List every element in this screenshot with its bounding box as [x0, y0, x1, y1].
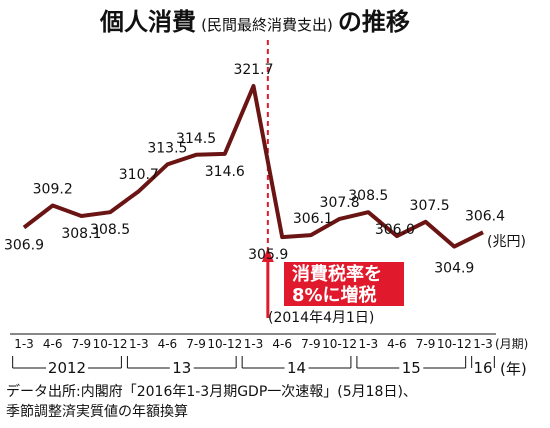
- tax-hike-box: [284, 262, 404, 306]
- data-labels: 306.9309.2308.1308.5310.7313.5314.5314.6…: [4, 62, 505, 277]
- quarter-tick-label: 7-9: [416, 337, 436, 351]
- quarter-tick-label: 1-3: [244, 337, 264, 351]
- chart-title: 個人消費: [99, 8, 196, 36]
- quarter-tick-label: 4-6: [387, 337, 407, 351]
- year-label: 14: [287, 359, 306, 377]
- data-label: 314.6: [205, 164, 245, 180]
- quarter-tick-label: 10-12: [207, 337, 242, 351]
- quarter-tick-label: 1-3: [473, 337, 493, 351]
- chart-title-suffix: の推移: [338, 8, 410, 36]
- data-label: 306.9: [4, 238, 44, 254]
- quarter-tick-label: 4-6: [272, 337, 292, 351]
- quarter-tick-label: 10-12: [322, 337, 357, 351]
- data-label: 310.7: [119, 167, 159, 183]
- data-label: 306.1: [293, 211, 333, 227]
- data-label: 313.5: [147, 140, 187, 156]
- data-label: 314.5: [176, 131, 216, 147]
- quarter-tick-label: 7-9: [72, 337, 92, 351]
- title-block: 個人消費 (民間最終消費支出) の推移: [99, 8, 410, 36]
- quarter-tick-label: 1-3: [129, 337, 149, 351]
- data-label: 308.5: [90, 222, 130, 238]
- data-label: 309.2: [33, 182, 73, 198]
- source-line-2: 季節調整済実質値の年額換算: [6, 403, 188, 420]
- year-label: 13: [172, 359, 191, 377]
- data-label: 307.5: [410, 198, 450, 214]
- quarter-tick-label: 4-6: [43, 337, 63, 351]
- consumption-series-line: [22, 84, 484, 249]
- year-brackets: 2012 13 14 15 16: [12, 356, 495, 377]
- data-label: 304.9: [434, 261, 474, 277]
- year-label: 2012: [48, 359, 86, 377]
- year-label: 15: [402, 359, 421, 377]
- quarter-tick-label: 4-6: [158, 337, 178, 351]
- quarter-tick-label: 1-3: [358, 337, 378, 351]
- month-unit-label: (月期): [495, 337, 528, 351]
- tax-hike-date: (2014年4月1日): [268, 310, 374, 326]
- year-label: 16: [473, 359, 492, 377]
- data-label: 308.5: [348, 188, 388, 204]
- quarter-tick-label: 7-9: [301, 337, 321, 351]
- data-label: 321.7: [233, 62, 273, 78]
- tax-hike-label-line2: 8%に増税: [292, 284, 377, 306]
- data-label: 306.4: [465, 208, 505, 224]
- tax-hike-arrowhead: [261, 248, 274, 262]
- data-label: 308.1: [61, 226, 101, 242]
- tax-hike-label-line1: 消費税率を: [292, 263, 382, 285]
- quarter-tick-labels: 1-3 4-6 7-9 10-12 1-3 4-6 7-9 10-12 1-3 4-6 7-9 10-…: [14, 337, 493, 351]
- quarter-tick-label: 7-9: [186, 337, 206, 351]
- chart-subtitle: (民間最終消費支出): [201, 16, 333, 34]
- data-label: 306.0: [375, 222, 415, 238]
- quarter-tick-label: 10-12: [93, 337, 128, 351]
- unit-label: (兆円): [487, 234, 526, 250]
- source-line-1: データ出所:内閣府「2016年1-3月期GDP一次速報」(5月18日)、: [6, 383, 417, 400]
- quarter-tick-label: 10-12: [437, 337, 472, 351]
- data-label: 305.9: [248, 247, 288, 263]
- data-label: 307.8: [320, 195, 360, 211]
- quarter-tick-label: 1-3: [14, 337, 34, 351]
- year-unit-label: (年): [500, 360, 527, 378]
